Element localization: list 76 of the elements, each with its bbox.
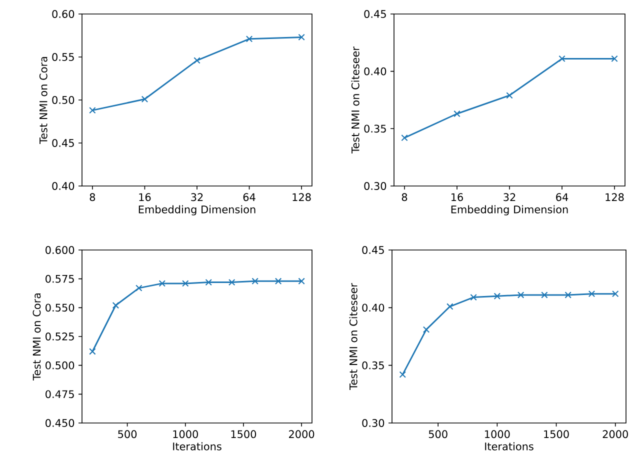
y-tick-label: 0.45 xyxy=(364,10,386,18)
point xyxy=(470,294,477,301)
x-tick-label: 8 xyxy=(90,193,96,202)
point xyxy=(611,55,618,62)
x-tick-label: 1500 xyxy=(544,430,569,438)
x-tick-label: 64 xyxy=(556,193,568,202)
y-tick-label: 0.35 xyxy=(364,124,386,133)
point xyxy=(564,292,572,298)
x-tick-label: 32 xyxy=(504,193,516,202)
point xyxy=(401,134,408,142)
y-axis-title: Test NMI on Citeseer xyxy=(349,283,358,390)
y-tick-label: 0.35 xyxy=(362,361,384,370)
point xyxy=(194,57,200,64)
point xyxy=(136,284,142,292)
y-tick-label: 0.60 xyxy=(52,10,74,18)
point xyxy=(494,292,501,300)
point xyxy=(205,278,212,286)
x-tick-label: 1000 xyxy=(485,430,510,438)
y-tick-label: 0.450 xyxy=(46,419,74,427)
y-axis-title: Test NMI on Cora xyxy=(32,293,41,381)
point xyxy=(612,290,619,298)
x-tick-label: 8 xyxy=(402,193,408,202)
point xyxy=(252,278,258,285)
y-tick-label: 0.45 xyxy=(52,139,74,147)
x-axis-title: Iterations xyxy=(485,442,534,450)
x-tick-label: 1500 xyxy=(231,430,256,438)
x-tick-label: 128 xyxy=(606,193,624,202)
x-axis-title: Embedding Dimension xyxy=(138,205,256,216)
point xyxy=(298,278,305,285)
point xyxy=(246,36,253,42)
x-tick-label: 32 xyxy=(191,193,203,202)
y-tick-label: 0.525 xyxy=(46,332,74,340)
x-tick-label: 2000 xyxy=(602,430,628,438)
y-tick-label: 0.600 xyxy=(46,246,74,254)
point xyxy=(588,290,596,298)
y-tick-label: 0.40 xyxy=(52,182,74,190)
point xyxy=(506,92,513,99)
point xyxy=(228,278,236,286)
x-tick-label: 64 xyxy=(243,193,256,202)
x-tick-label: 16 xyxy=(139,193,151,202)
point xyxy=(112,302,120,309)
point xyxy=(89,106,96,114)
point xyxy=(298,34,305,41)
point xyxy=(141,96,148,103)
x-tick-label: 500 xyxy=(428,430,448,438)
x-tick-label: 1000 xyxy=(173,430,198,438)
point xyxy=(399,371,406,378)
point xyxy=(454,110,460,118)
point xyxy=(274,278,282,285)
y-tick-label: 0.575 xyxy=(46,274,74,283)
point xyxy=(182,280,189,287)
x-tick-label: 16 xyxy=(451,193,463,202)
point xyxy=(541,292,548,298)
y-tick-label: 0.550 xyxy=(46,304,74,312)
y-tick-label: 0.50 xyxy=(52,96,74,104)
point xyxy=(558,55,566,62)
y-tick-label: 0.55 xyxy=(52,53,74,61)
y-tick-label: 0.45 xyxy=(362,246,384,254)
point xyxy=(89,348,96,355)
y-tick-label: 0.500 xyxy=(46,361,74,370)
y-axis-title: Test NMI on Cora xyxy=(39,56,48,144)
y-tick-label: 0.475 xyxy=(46,390,74,398)
point xyxy=(517,292,524,298)
x-tick-label: 2000 xyxy=(289,430,314,438)
x-axis-title: Iterations xyxy=(173,442,222,450)
y-tick-label: 0.40 xyxy=(364,67,386,76)
y-tick-label: 0.30 xyxy=(364,182,386,190)
x-tick-label: 128 xyxy=(292,193,311,202)
y-axis-title: Test NMI on Citeseer xyxy=(351,46,360,154)
point xyxy=(158,280,166,287)
x-axis-title: Embedding Dimension xyxy=(451,205,568,216)
point xyxy=(446,303,454,310)
y-tick-label: 0.40 xyxy=(362,304,384,312)
y-tick-label: 0.30 xyxy=(362,419,384,427)
x-tick-label: 500 xyxy=(118,430,137,438)
point xyxy=(422,326,430,333)
